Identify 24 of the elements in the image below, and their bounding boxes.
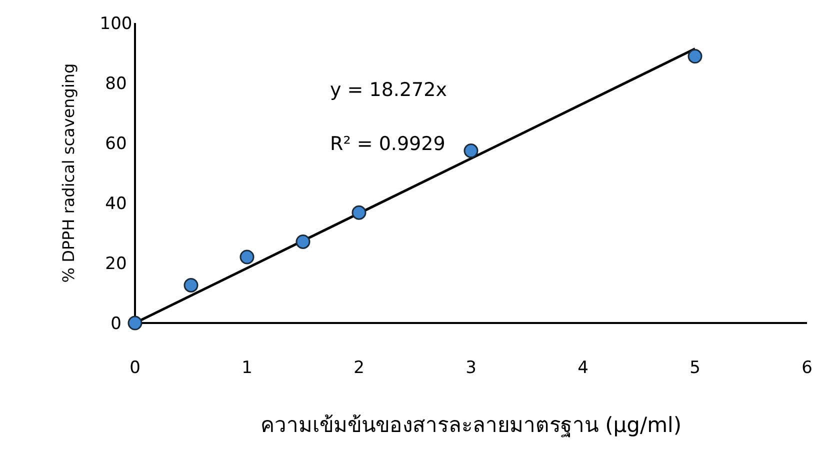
x-axis-title: ความเข้มข้นของสารละลายมาตรฐาน (µg/ml): [260, 413, 682, 437]
y-tick-label: 60: [105, 134, 127, 154]
point: [352, 205, 366, 220]
point: [184, 278, 198, 292]
y-tick-label: 20: [105, 254, 127, 274]
point: [688, 49, 702, 64]
x-tick-label: 5: [690, 358, 700, 378]
y-tick-label: 40: [105, 194, 127, 214]
x-tick-label: 3: [466, 358, 476, 378]
annotation: y = 18.272x: [330, 79, 447, 101]
x-tick-label: 1: [242, 358, 252, 378]
point: [296, 234, 310, 249]
x-tick-label: 4: [578, 358, 588, 378]
x-tick-label: 6: [802, 358, 812, 378]
annotation: R² = 0.9929: [330, 133, 446, 155]
point: [240, 250, 254, 264]
y-tick-label: 80: [105, 74, 127, 94]
y-tick-label: 100: [100, 14, 132, 34]
x-tick-label: 0: [130, 358, 140, 378]
x-tick-label: 2: [354, 358, 364, 378]
point: [464, 144, 478, 158]
y-tick-label: 0: [110, 314, 122, 334]
y-axis-title: % DPPH radical scavenging: [59, 63, 78, 283]
point: [128, 316, 142, 330]
